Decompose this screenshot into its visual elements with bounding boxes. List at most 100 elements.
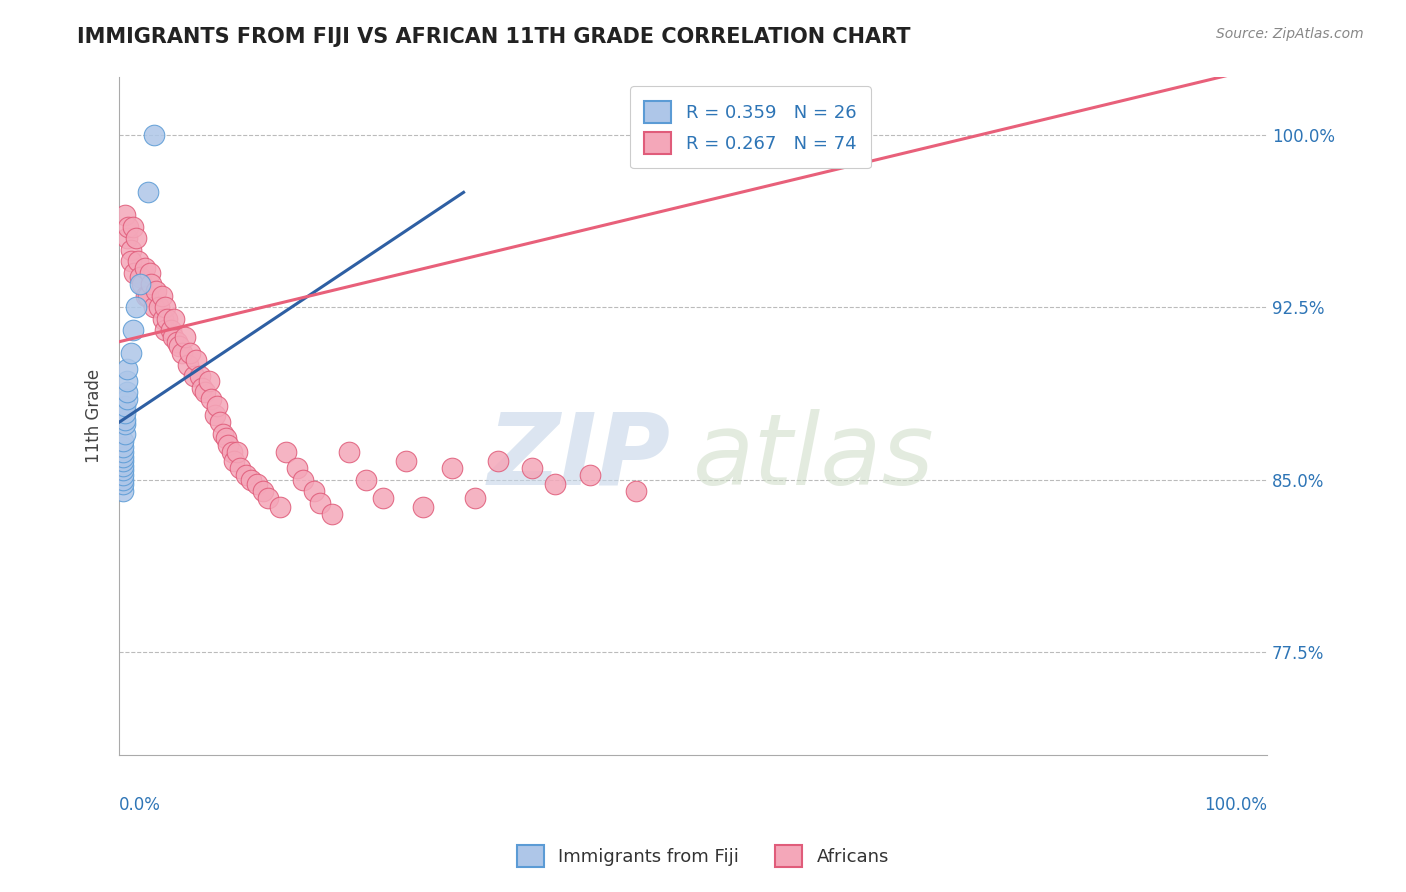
Point bbox=[309, 495, 332, 509]
Point bbox=[162, 330, 184, 344]
Point bbox=[153, 300, 176, 314]
Point bbox=[257, 491, 280, 505]
Point bbox=[153, 323, 176, 337]
Point bbox=[373, 491, 395, 505]
Text: 100.0%: 100.0% bbox=[1204, 796, 1267, 814]
Point bbox=[172, 346, 194, 360]
Point bbox=[235, 468, 257, 483]
Point bbox=[136, 186, 159, 200]
Point bbox=[111, 454, 134, 468]
Point bbox=[111, 484, 134, 499]
Point bbox=[114, 426, 136, 441]
Point bbox=[252, 484, 274, 499]
Point bbox=[229, 461, 252, 475]
Point bbox=[222, 454, 245, 468]
Point bbox=[148, 300, 170, 314]
Point bbox=[304, 484, 326, 499]
Point bbox=[285, 461, 308, 475]
Text: atlas: atlas bbox=[693, 409, 935, 506]
Point bbox=[114, 406, 136, 420]
Point bbox=[142, 300, 165, 314]
Point bbox=[111, 463, 134, 477]
Point bbox=[139, 266, 162, 280]
Point bbox=[136, 289, 159, 303]
Point bbox=[578, 468, 600, 483]
Point bbox=[179, 346, 201, 360]
Point bbox=[412, 500, 434, 515]
Point bbox=[117, 385, 139, 400]
Point bbox=[156, 311, 179, 326]
Point bbox=[395, 454, 418, 468]
Point bbox=[134, 261, 156, 276]
Point bbox=[114, 208, 136, 222]
Point bbox=[117, 231, 139, 245]
Point bbox=[122, 219, 145, 234]
Point bbox=[441, 461, 464, 475]
Point bbox=[163, 311, 186, 326]
Y-axis label: 11th Grade: 11th Grade bbox=[86, 369, 103, 464]
Point bbox=[337, 445, 360, 459]
Point bbox=[177, 358, 200, 372]
Point bbox=[544, 477, 567, 491]
Point bbox=[215, 431, 238, 445]
Point bbox=[226, 445, 249, 459]
Point bbox=[321, 507, 343, 521]
Point bbox=[522, 461, 544, 475]
Point bbox=[240, 473, 263, 487]
Point bbox=[274, 445, 297, 459]
Legend: R = 0.359   N = 26, R = 0.267   N = 74: R = 0.359 N = 26, R = 0.267 N = 74 bbox=[630, 87, 870, 169]
Point bbox=[131, 277, 153, 292]
Point bbox=[141, 277, 163, 292]
Point bbox=[114, 413, 136, 427]
Point bbox=[166, 334, 188, 349]
Point bbox=[194, 385, 217, 400]
Point bbox=[117, 219, 139, 234]
Point bbox=[145, 284, 167, 298]
Point bbox=[142, 128, 165, 142]
Point bbox=[269, 500, 291, 515]
Text: ZIP: ZIP bbox=[486, 409, 671, 506]
Point bbox=[173, 330, 195, 344]
Point bbox=[624, 484, 647, 499]
Legend: Immigrants from Fiji, Africans: Immigrants from Fiji, Africans bbox=[509, 838, 897, 874]
Point bbox=[291, 473, 314, 487]
Point bbox=[246, 477, 269, 491]
Point bbox=[117, 362, 139, 376]
Point bbox=[129, 270, 152, 285]
Point bbox=[111, 473, 134, 487]
Point bbox=[120, 346, 142, 360]
Text: Source: ZipAtlas.com: Source: ZipAtlas.com bbox=[1216, 27, 1364, 41]
Point bbox=[183, 369, 205, 384]
Point bbox=[211, 426, 233, 441]
Point bbox=[160, 323, 183, 337]
Point bbox=[200, 392, 222, 406]
Point bbox=[217, 438, 239, 452]
Point bbox=[464, 491, 486, 505]
Point bbox=[111, 450, 134, 464]
Point bbox=[111, 441, 134, 455]
Point bbox=[150, 289, 173, 303]
Point bbox=[127, 254, 149, 268]
Point bbox=[120, 254, 142, 268]
Point bbox=[188, 369, 211, 384]
Point bbox=[197, 374, 219, 388]
Point bbox=[186, 353, 208, 368]
Point bbox=[205, 399, 228, 413]
Point bbox=[221, 445, 243, 459]
Point bbox=[135, 289, 157, 303]
Point bbox=[486, 454, 509, 468]
Text: 0.0%: 0.0% bbox=[120, 796, 162, 814]
Point bbox=[354, 473, 377, 487]
Point bbox=[114, 417, 136, 432]
Point bbox=[111, 445, 134, 459]
Point bbox=[125, 231, 148, 245]
Text: IMMIGRANTS FROM FIJI VS AFRICAN 11TH GRADE CORRELATION CHART: IMMIGRANTS FROM FIJI VS AFRICAN 11TH GRA… bbox=[77, 27, 911, 46]
Point bbox=[209, 415, 232, 429]
Point bbox=[167, 339, 190, 353]
Point bbox=[117, 392, 139, 406]
Point bbox=[129, 277, 152, 292]
Point bbox=[111, 468, 134, 483]
Point bbox=[152, 311, 174, 326]
Point bbox=[191, 381, 214, 395]
Point bbox=[111, 434, 134, 448]
